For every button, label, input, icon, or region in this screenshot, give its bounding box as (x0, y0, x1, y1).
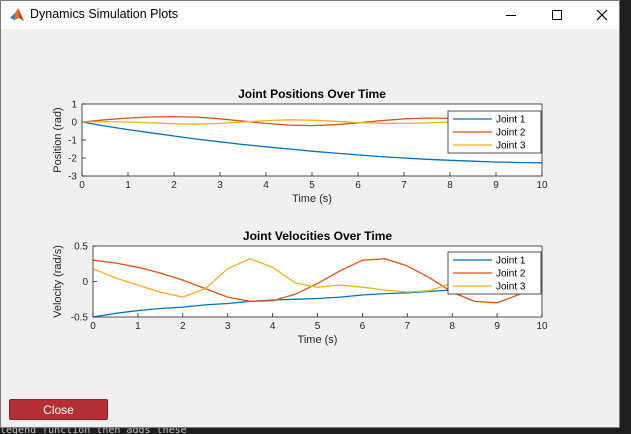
minimize-icon (506, 15, 516, 16)
x-tick-label: 9 (494, 321, 500, 332)
x-tick-label: 6 (360, 321, 366, 332)
maximize-button[interactable] (534, 1, 580, 29)
x-tick-label: 8 (447, 180, 453, 191)
y-tick-label: 0.5 (74, 242, 88, 253)
background-editor-edge (620, 0, 631, 434)
series-line-joint-2 (92, 258, 543, 304)
matlab-logo-icon (10, 8, 24, 21)
x-tick-label: 5 (315, 321, 321, 332)
y-axis-label: Position (rad) (52, 107, 64, 172)
legend-entry: Joint 1 (496, 256, 526, 267)
y-tick-label: 0 (71, 118, 77, 129)
x-tick-label: 3 (225, 321, 231, 332)
x-tick-label: 9 (493, 180, 499, 191)
figure-window: Dynamics Simulation Plots Joint Position… (0, 0, 620, 428)
x-tick-label: 1 (135, 321, 141, 332)
legend: Joint 1 Joint 2 Joint 3 (447, 251, 542, 295)
maximize-icon (552, 10, 562, 20)
y-tick-label: -0.5 (71, 313, 89, 324)
x-tick-label: 5 (309, 180, 315, 191)
axes-border (92, 245, 543, 318)
chart-title: Joint Positions Over Time (238, 87, 386, 101)
x-tick-label: 0 (79, 180, 85, 191)
x-axis-label: Time (s) (292, 193, 332, 205)
x-tick-label: 4 (263, 180, 269, 191)
y-axis-label: Velocity (rad/s) (52, 245, 64, 318)
y-tick-label: -2 (68, 154, 77, 165)
x-tick-label: 6 (355, 180, 361, 191)
x-tick-label: 1 (125, 180, 131, 191)
chart-title: Joint Velocities Over Time (243, 229, 393, 243)
y-tick-label: -3 (68, 172, 77, 183)
x-axis-label: Time (s) (298, 334, 338, 346)
x-tick-label: 7 (405, 321, 411, 332)
close-icon (596, 9, 608, 21)
close-window-button[interactable] (579, 1, 625, 29)
x-tick-label: 2 (180, 321, 186, 332)
plot-area: Joint Positions Over Time 0 1 2 3 4 5 6 7 8 9 10 1 0-… (1, 29, 619, 399)
legend-entry: Joint 3 (496, 141, 526, 152)
window-title: Dynamics Simulation Plots (30, 7, 178, 21)
minimize-button[interactable] (488, 1, 534, 29)
legend: Joint 1 Joint 2 Joint 3 (447, 110, 542, 154)
title-bar[interactable]: Dynamics Simulation Plots (1, 1, 619, 29)
y-tick-label: 1 (71, 100, 77, 111)
chart-2: Joint Velocities Over Time 0 1 2 3 4 5 6 7 8 9 10 0.… (52, 229, 548, 346)
legend-entry: Joint 3 (496, 282, 526, 293)
axes-border (81, 103, 543, 177)
x-tick-label: 10 (536, 180, 548, 191)
x-tick-label: 2 (171, 180, 177, 191)
x-tick-label: 3 (217, 180, 223, 191)
x-tick-label: 0 (90, 321, 96, 332)
y-tick-label: -1 (68, 136, 77, 147)
x-tick-label: 8 (449, 321, 455, 332)
legend-entry: Joint 1 (496, 115, 526, 126)
close-button[interactable]: Close (9, 399, 108, 420)
background-code-text: legend function then adds these (0, 428, 187, 434)
legend-entry: Joint 2 (496, 269, 526, 280)
series-line-joint-1 (81, 121, 543, 164)
y-tick-label: 0 (82, 277, 88, 288)
x-tick-label: 4 (270, 321, 276, 332)
legend-entry: Joint 2 (496, 128, 526, 139)
x-tick-label: 7 (401, 180, 407, 191)
x-tick-label: 10 (536, 321, 548, 332)
legend-box (447, 110, 542, 154)
